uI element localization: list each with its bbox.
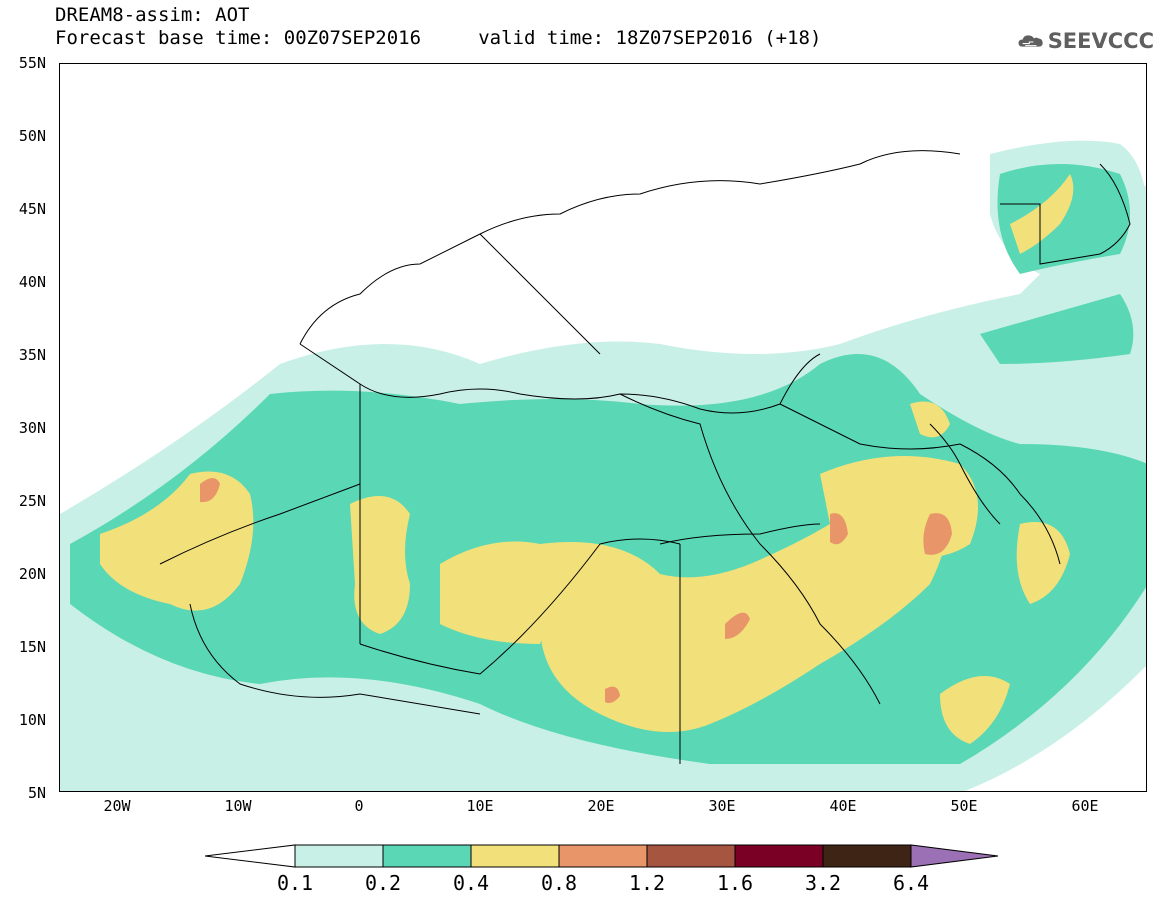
lat-label: 45N xyxy=(18,200,46,218)
seevccc-logo: SEEVCCC xyxy=(1018,24,1154,58)
lat-label: 10N xyxy=(18,711,46,729)
lon-label: 10W xyxy=(224,797,252,815)
colorbar-segment xyxy=(822,844,912,868)
colorbar-label: 3.2 xyxy=(804,871,842,895)
colorbar-label: 6.4 xyxy=(892,871,930,895)
lat-label: 5N xyxy=(27,784,46,802)
colorbar-segment xyxy=(470,844,560,868)
lat-label: 50N xyxy=(18,127,46,145)
map-title: DREAM8-assim: AOT xyxy=(55,4,250,26)
cloud-icon xyxy=(1018,35,1043,47)
logo-text: SEEVCCC xyxy=(1047,29,1154,53)
colorbar-label: 1.2 xyxy=(628,871,666,895)
aot-band-0.8 xyxy=(200,478,952,704)
lon-label: 40E xyxy=(829,797,857,815)
lat-label: 20N xyxy=(18,565,46,583)
colorbar-segment xyxy=(294,844,384,868)
colorbar-segment xyxy=(382,844,472,868)
colorbar-extend-low xyxy=(205,844,296,868)
aot-field xyxy=(60,140,1146,791)
lat-label: 55N xyxy=(18,54,46,72)
colorbar-label: 0.2 xyxy=(364,871,402,895)
coastlines xyxy=(159,150,1131,764)
lat-label: 15N xyxy=(18,638,46,656)
lon-label: 10E xyxy=(466,797,494,815)
lon-label: 30E xyxy=(708,797,736,815)
lat-label: 25N xyxy=(18,492,46,510)
colorbar-segment xyxy=(558,844,648,868)
lat-label: 30N xyxy=(18,419,46,437)
colorbar-label: 0.4 xyxy=(452,871,490,895)
aot-map xyxy=(59,63,1147,792)
lon-label: 0 xyxy=(354,797,364,815)
colorbar-extend-high xyxy=(910,844,999,868)
lon-label: 20W xyxy=(103,797,131,815)
lon-label: 20E xyxy=(587,797,615,815)
colorbar-label: 0.8 xyxy=(540,871,578,895)
lon-label: 60E xyxy=(1071,797,1099,815)
colorbar-label: 1.6 xyxy=(716,871,754,895)
map-subtitle: Forecast base time: 00Z07SEP2016 valid t… xyxy=(55,27,822,49)
colorbar-label: 0.1 xyxy=(276,871,314,895)
colorbar-segment xyxy=(646,844,736,868)
lon-label: 50E xyxy=(950,797,978,815)
lat-label: 35N xyxy=(18,346,46,364)
colorbar-segment xyxy=(734,844,824,868)
lat-label: 40N xyxy=(18,273,46,291)
colorbar xyxy=(205,844,999,868)
